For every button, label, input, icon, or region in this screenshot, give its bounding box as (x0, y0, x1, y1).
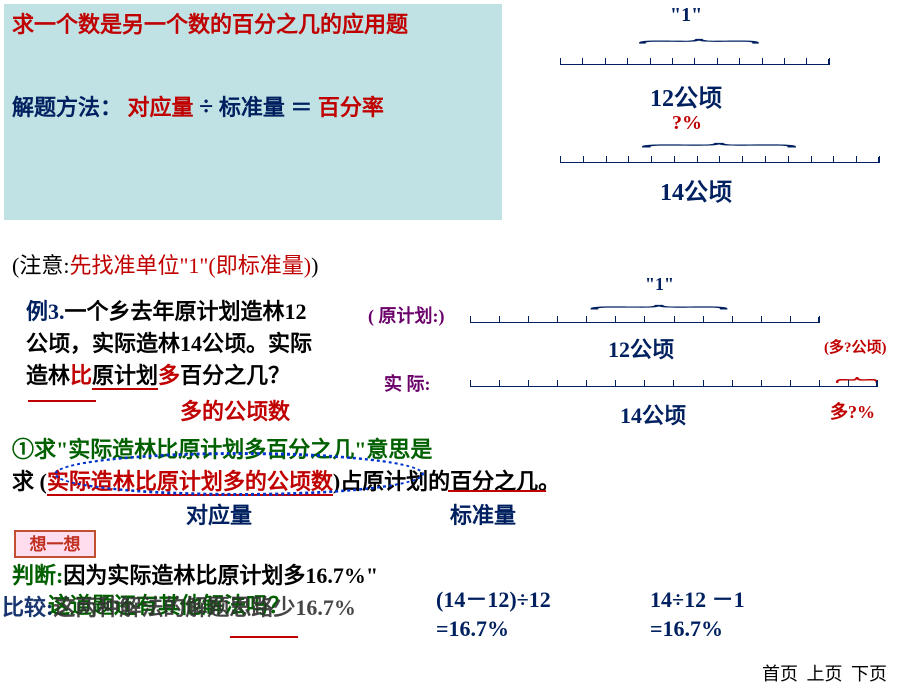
ex-underline (28, 400, 96, 402)
note-mid: 先找准单位"1"(即标准量) (69, 253, 311, 278)
ex-b1: 一个乡去年原计划造林12 (65, 299, 307, 324)
ex-b3e: 百分之几？ (180, 363, 290, 388)
d2-actual: 实 际: (384, 370, 431, 396)
method-label: 解题方法： (12, 95, 122, 120)
d2-extra2: 多?% (830, 398, 875, 424)
ex-tag: 例3. (26, 299, 65, 324)
title-line1: 求一个数是另一个数的百分之几的应用题 (12, 10, 442, 41)
note-line: (注意:先找准单位"1"(即标准量)) (12, 248, 318, 280)
d2-ticks2 (470, 380, 878, 386)
dotted-ellipse (54, 452, 424, 496)
next-link[interactable]: 下页 (851, 660, 887, 686)
d2-ruler2 (470, 386, 878, 387)
calc-m2b: =16.7% (650, 616, 723, 642)
prev-link[interactable]: 上页 (807, 660, 843, 686)
formula-c: 百分率 (318, 95, 384, 120)
formula-eq: ＝ (290, 95, 318, 120)
note-suffix: ) (311, 253, 318, 278)
calc-m1a: (14－12)÷12 (436, 582, 551, 614)
d1-ticks2 (560, 156, 880, 162)
d2-l2: 14公顷 (620, 398, 686, 430)
ex-b3a: 造林 (26, 363, 70, 388)
ex-b3d: 多 (158, 363, 180, 388)
tl2b: 这两种解法的解题思路少16.7% (53, 595, 356, 620)
ex-red-label: 多的公顷数 (180, 394, 290, 426)
mess-ul (230, 636, 298, 638)
formula-a: 对应量 (128, 95, 194, 120)
expl-corr: 对应量 (186, 498, 252, 530)
ex-b3b: 比 (70, 363, 92, 388)
d1-label1: 12公顷 (650, 78, 722, 113)
d1-ticks1 (560, 58, 830, 64)
d2-l1: 12公顷 (608, 332, 674, 364)
d1-ruler1 (560, 64, 830, 65)
d1-label2: 14公顷 (660, 172, 732, 207)
think-line1: 判断:因为实际造林比原计划多16.7%" (12, 558, 378, 590)
expl-std: 标准量 (450, 498, 516, 530)
home-link[interactable]: 首页 (762, 660, 798, 686)
tl2a: 比较: (2, 595, 53, 620)
d1-brace2: ︷ (638, 126, 800, 152)
ex-b3c: 原计划 (92, 363, 158, 390)
d2-extra: (多?公顷) (824, 336, 887, 357)
think-badge: 想一想 (14, 530, 96, 558)
note-prefix: (注意: (12, 253, 69, 278)
tl1a: 判断: (12, 563, 63, 588)
formula-b: 标准量 (219, 95, 285, 120)
d1-ruler2 (560, 162, 880, 163)
tl1b: 因为实际造林比原计划多16.7%" (63, 563, 378, 588)
d1-brace: ︷ (636, 22, 762, 48)
calc-m2a: 14÷12 －1 (650, 582, 745, 614)
method-line: 解题方法： 对应量 ÷ 标准量 ＝ 百分率 (12, 90, 384, 122)
d2-ticks1 (470, 316, 820, 322)
d2-ruler1 (470, 322, 820, 323)
d2-brace1: ︷ (587, 288, 731, 314)
d2-plan: ( 原计划:) (368, 302, 445, 328)
think-line2: 比较:这两种解法的解题思路少16.7% (2, 590, 356, 622)
calc-m1b: =16.7% (436, 616, 509, 642)
ex-b2: 公顷，实际造林14公顷。实际 (26, 328, 312, 360)
expl-l2a: 求 ( (12, 469, 47, 494)
footer-nav: 首页 上页 下页 (760, 660, 889, 686)
example-text: 例3.一个乡去年原计划造林12 公顷，实际造林14公顷。实际 造林比原计划多百分… (26, 296, 312, 392)
expl-ul2 (448, 490, 546, 492)
formula-div: ÷ (199, 92, 213, 121)
